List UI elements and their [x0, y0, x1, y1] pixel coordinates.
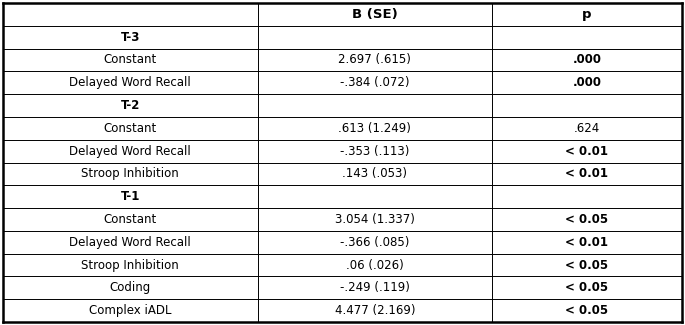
Text: Constant: Constant	[103, 122, 157, 135]
Text: p: p	[582, 8, 592, 21]
Text: .613 (1.249): .613 (1.249)	[338, 122, 411, 135]
Text: Constant: Constant	[103, 54, 157, 67]
Text: T-2: T-2	[121, 99, 140, 112]
Text: B (SE): B (SE)	[352, 8, 397, 21]
Text: -.384 (.072): -.384 (.072)	[340, 76, 410, 89]
Text: Delayed Word Recall: Delayed Word Recall	[69, 76, 191, 89]
Text: Constant: Constant	[103, 213, 157, 226]
Text: < 0.05: < 0.05	[565, 281, 608, 294]
Text: -.366 (.085): -.366 (.085)	[340, 236, 410, 249]
Text: .624: .624	[574, 122, 600, 135]
Text: .143 (.053): .143 (.053)	[342, 167, 408, 180]
Text: Delayed Word Recall: Delayed Word Recall	[69, 145, 191, 158]
Text: .06 (.026): .06 (.026)	[346, 258, 403, 271]
Text: T-1: T-1	[121, 190, 140, 203]
Text: Stroop Inhibition: Stroop Inhibition	[82, 167, 179, 180]
Text: < 0.05: < 0.05	[565, 213, 608, 226]
Text: < 0.05: < 0.05	[565, 258, 608, 271]
Text: Coding: Coding	[110, 281, 151, 294]
Text: T-3: T-3	[121, 31, 140, 44]
Text: 3.054 (1.337): 3.054 (1.337)	[335, 213, 414, 226]
Text: .000: .000	[573, 54, 601, 67]
Text: .000: .000	[573, 76, 601, 89]
Text: -.353 (.113): -.353 (.113)	[340, 145, 410, 158]
Text: Complex iADL: Complex iADL	[89, 304, 171, 317]
Text: Delayed Word Recall: Delayed Word Recall	[69, 236, 191, 249]
Text: < 0.01: < 0.01	[565, 145, 608, 158]
Text: < 0.01: < 0.01	[565, 167, 608, 180]
Text: 2.697 (.615): 2.697 (.615)	[338, 54, 411, 67]
Text: Stroop Inhibition: Stroop Inhibition	[82, 258, 179, 271]
Text: < 0.01: < 0.01	[565, 236, 608, 249]
Text: 4.477 (2.169): 4.477 (2.169)	[334, 304, 415, 317]
Text: -.249 (.119): -.249 (.119)	[340, 281, 410, 294]
Text: < 0.05: < 0.05	[565, 304, 608, 317]
